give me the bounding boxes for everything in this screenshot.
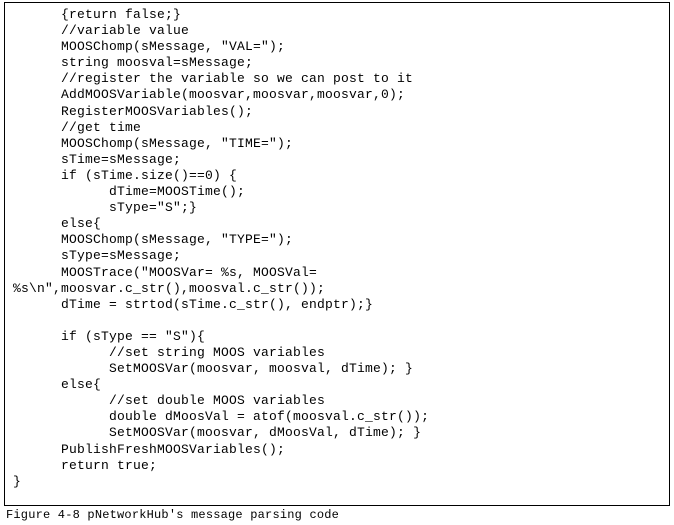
code-frame: {return false;} //variable value MOOSCho… (4, 2, 670, 506)
figure-caption: Figure 4-8 pNetworkHub's message parsing… (6, 508, 674, 522)
code-block: {return false;} //variable value MOOSCho… (13, 7, 661, 490)
